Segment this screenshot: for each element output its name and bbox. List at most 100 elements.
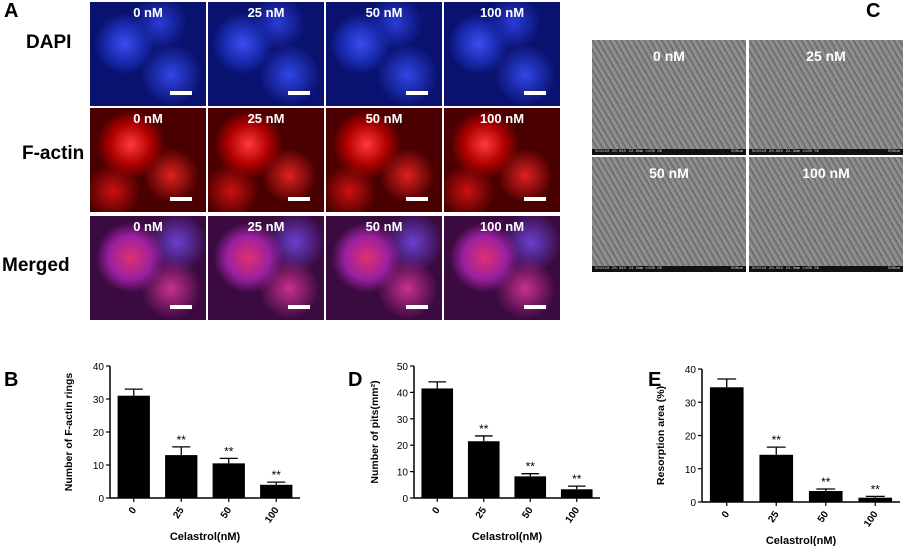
y-axis-label: Number of pits(mm²) bbox=[369, 380, 381, 483]
y-tick-label: 40 bbox=[685, 365, 697, 376]
x-tick-label: 100 bbox=[263, 505, 282, 525]
bar-50 bbox=[212, 463, 245, 498]
fluorescence-image-dapi: 50 nM bbox=[326, 2, 442, 106]
sem-scale-label: 500um bbox=[730, 267, 743, 271]
scale-bar bbox=[524, 305, 546, 309]
row-label-merged: Merged bbox=[2, 255, 70, 276]
y-tick-label: 40 bbox=[397, 388, 409, 399]
row-label-dapi: DAPI bbox=[26, 32, 72, 53]
fluorescence-image-f-actin: 100 nM bbox=[444, 108, 560, 212]
y-tick-label: 20 bbox=[685, 432, 697, 443]
row-label-f-actin: F-actin bbox=[22, 143, 85, 164]
concentration-label: 25 nM bbox=[806, 48, 846, 64]
concentration-label: 100 nM bbox=[479, 219, 525, 234]
fluorescence-image-merged: 25 nM bbox=[208, 216, 324, 320]
x-tick-label: 25 bbox=[766, 509, 782, 525]
sem-scale-label: 500um bbox=[887, 267, 900, 271]
y-tick-label: 40 bbox=[93, 362, 105, 373]
scale-bar bbox=[170, 197, 192, 201]
concentration-label: 50 nM bbox=[365, 5, 403, 20]
fluorescence-image-f-actin: 0 nM bbox=[90, 108, 206, 212]
scale-bar bbox=[406, 91, 428, 95]
scale-bar bbox=[288, 305, 310, 309]
y-tick-label: 20 bbox=[397, 441, 409, 452]
concentration-label: 0 nM bbox=[653, 48, 685, 64]
sem-image: 0 nM SU1510 20.0kV 22.8mm x100 SE 500um bbox=[592, 40, 746, 155]
panel-letter-b: B bbox=[4, 369, 18, 391]
fluorescence-image-f-actin: 25 nM bbox=[208, 108, 324, 212]
x-tick-label: 0 bbox=[431, 505, 443, 516]
significance-marker: ** bbox=[871, 482, 881, 496]
scale-bar bbox=[406, 197, 428, 201]
y-tick-label: 10 bbox=[93, 461, 105, 472]
concentration-label: 0 nM bbox=[133, 219, 163, 234]
sem-scale-label: 500um bbox=[730, 150, 743, 154]
sem-image: 25 nM SU1510 20.0kV 22.9mm x100 SE 500um bbox=[749, 40, 903, 155]
significance-marker: ** bbox=[772, 433, 782, 447]
sem-metadata: SU1510 20.0kV 22.8mm x100 SE bbox=[592, 149, 746, 155]
x-axis-label: Celastrol(nM) bbox=[170, 531, 241, 543]
concentration-label: 25 nM bbox=[247, 5, 285, 20]
x-tick-label: 0 bbox=[127, 505, 139, 516]
bar-100 bbox=[858, 497, 893, 502]
significance-marker: ** bbox=[572, 472, 582, 486]
panel-letter-c: C bbox=[866, 0, 881, 22]
x-tick-label: 100 bbox=[564, 505, 583, 525]
x-tick-label: 50 bbox=[219, 505, 235, 521]
scale-bar bbox=[170, 305, 192, 309]
y-tick-label: 20 bbox=[93, 428, 105, 439]
significance-marker: ** bbox=[821, 475, 831, 489]
x-tick-label: 25 bbox=[474, 505, 490, 521]
fluorescence-image-merged: 100 nM bbox=[444, 216, 560, 320]
y-tick-label: 0 bbox=[690, 498, 696, 509]
y-tick-label: 50 bbox=[397, 362, 409, 373]
sem-image: 100 nM SU1510 20.0kV 23.0mm x100 SE 500um bbox=[749, 157, 903, 272]
concentration-label: 25 nM bbox=[247, 219, 285, 234]
concentration-label: 100 nM bbox=[479, 5, 525, 20]
y-tick-label: 10 bbox=[397, 468, 409, 479]
scale-bar bbox=[288, 197, 310, 201]
panel-letter-e: E bbox=[648, 369, 661, 391]
y-tick-label: 30 bbox=[397, 415, 409, 426]
panel-letter-a: A bbox=[4, 0, 19, 22]
sem-image: 50 nM SU1510 20.0kV 23.0mm x100 SE 500um bbox=[592, 157, 746, 272]
concentration-label: 100 nM bbox=[802, 165, 850, 181]
x-axis-label: Celastrol(nM) bbox=[766, 535, 837, 546]
scale-bar bbox=[170, 91, 192, 95]
scale-bar bbox=[524, 91, 546, 95]
bar-50 bbox=[514, 476, 547, 498]
bar-50 bbox=[808, 491, 843, 502]
fluorescence-image-merged: 0 nM bbox=[90, 216, 206, 320]
bar-0 bbox=[117, 395, 150, 498]
significance-marker: ** bbox=[526, 460, 536, 474]
concentration-label: 0 nM bbox=[133, 111, 163, 126]
y-tick-label: 0 bbox=[98, 494, 104, 505]
y-tick-label: 30 bbox=[685, 398, 697, 409]
significance-marker: ** bbox=[224, 444, 234, 458]
fluorescence-image-dapi: 0 nM bbox=[90, 2, 206, 106]
panel-letter-d: D bbox=[348, 369, 362, 391]
concentration-label: 25 nM bbox=[247, 111, 285, 126]
bar-25 bbox=[759, 454, 794, 502]
concentration-label: 50 nM bbox=[649, 165, 689, 181]
y-tick-label: 10 bbox=[685, 465, 697, 476]
x-tick-label: 50 bbox=[520, 505, 536, 521]
sem-metadata: SU1510 20.0kV 23.0mm x100 SE bbox=[749, 266, 903, 272]
x-axis-label: Celastrol(nM) bbox=[472, 531, 543, 543]
x-tick-label: 25 bbox=[171, 505, 187, 521]
sem-metadata: SU1510 20.0kV 23.0mm x100 SE bbox=[592, 266, 746, 272]
scale-bar bbox=[524, 197, 546, 201]
x-tick-label: 100 bbox=[862, 509, 881, 529]
significance-marker: ** bbox=[479, 422, 489, 436]
scale-bar bbox=[406, 305, 428, 309]
fluorescence-image-dapi: 25 nM bbox=[208, 2, 324, 106]
significance-marker: ** bbox=[272, 468, 282, 482]
concentration-label: 100 nM bbox=[479, 111, 525, 126]
x-tick-label: 50 bbox=[816, 509, 832, 525]
fluorescence-image-f-actin: 50 nM bbox=[326, 108, 442, 212]
y-axis-label: Resorption area (%) bbox=[655, 386, 667, 485]
scale-bar bbox=[288, 91, 310, 95]
bar-25 bbox=[165, 455, 198, 498]
concentration-label: 50 nM bbox=[365, 219, 403, 234]
sem-metadata: SU1510 20.0kV 22.9mm x100 SE bbox=[749, 149, 903, 155]
